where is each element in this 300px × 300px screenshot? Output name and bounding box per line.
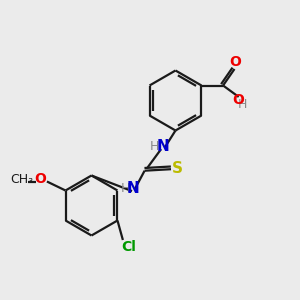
- Text: H: H: [238, 98, 247, 111]
- Text: H: H: [150, 140, 159, 153]
- Text: O: O: [34, 172, 46, 186]
- Text: O: O: [229, 56, 241, 69]
- Text: N: N: [156, 139, 169, 154]
- Text: O: O: [232, 93, 244, 107]
- Text: H: H: [121, 182, 130, 195]
- Text: N: N: [127, 181, 140, 196]
- Text: Cl: Cl: [121, 240, 136, 254]
- Text: CH₃: CH₃: [10, 172, 33, 186]
- Text: S: S: [172, 161, 183, 176]
